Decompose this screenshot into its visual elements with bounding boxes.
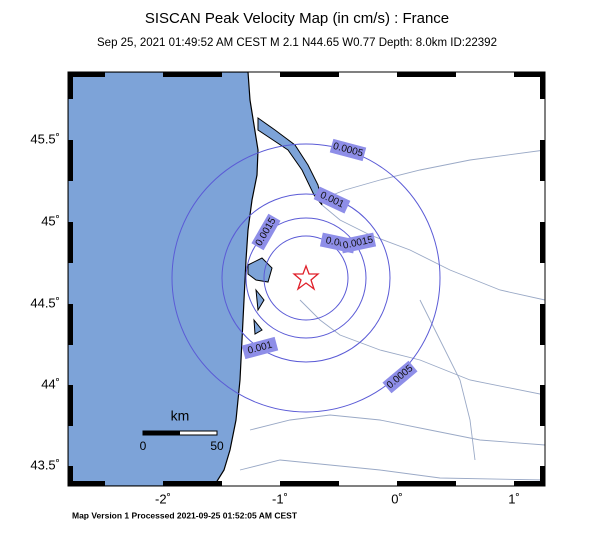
frame-band xyxy=(397,72,456,77)
contour-label-box xyxy=(339,232,377,254)
epicenter-star xyxy=(292,264,320,291)
map-title: SISCAN Peak Velocity Map (in cm/s) : Fra… xyxy=(145,10,449,27)
frame-band xyxy=(514,72,545,77)
x-tick-label: 0˚ xyxy=(391,491,403,506)
frame-band xyxy=(68,385,73,426)
frame-band xyxy=(163,481,222,486)
scale-unit: km xyxy=(171,408,190,424)
frame-band xyxy=(68,481,105,486)
contour-label-box xyxy=(251,213,281,251)
contour-label-box xyxy=(329,138,367,162)
frame-band xyxy=(540,222,545,263)
frame-band xyxy=(280,481,339,486)
frame-band xyxy=(68,72,105,77)
frame-band xyxy=(397,481,456,486)
x-tick-label: 1˚ xyxy=(508,491,520,506)
frame-band xyxy=(540,72,545,99)
x-tick-label: -1˚ xyxy=(272,491,288,506)
scale-label: 50 xyxy=(210,439,224,453)
footer: Map Version 1 Processed 2021-09-25 01:52… xyxy=(72,510,298,520)
frame-band xyxy=(68,140,73,181)
frame-ticks xyxy=(68,72,545,486)
frame-band xyxy=(540,304,545,345)
scale-bar: km 0 50 xyxy=(140,408,224,453)
contours xyxy=(171,143,441,413)
rivers xyxy=(239,149,545,481)
frame-band xyxy=(68,72,73,99)
y-tick-label: 43.5˚ xyxy=(30,457,60,472)
contour-label: 0.001 xyxy=(241,336,279,360)
frame-band xyxy=(540,466,545,486)
contour-label-box xyxy=(241,336,279,360)
ocean xyxy=(68,72,259,486)
frame-band xyxy=(540,385,545,426)
frame-band xyxy=(514,481,545,486)
scale-label: 0 xyxy=(140,439,147,453)
x-tick-label: -2˚ xyxy=(155,491,171,506)
frame-band xyxy=(68,466,73,486)
scale-bar-fill xyxy=(143,431,180,435)
frame-band xyxy=(163,72,222,77)
y-tick-label: 44˚ xyxy=(41,376,60,391)
contour-label-box xyxy=(382,360,418,394)
y-tick-label: 45.5˚ xyxy=(30,131,60,146)
contour-label-box xyxy=(313,186,351,214)
y-tick-label: 44.5˚ xyxy=(30,295,60,310)
lakes xyxy=(253,288,265,335)
frame-band xyxy=(540,140,545,181)
y-tick-label: 45˚ xyxy=(41,213,60,228)
contour-label: 0.0015 xyxy=(339,232,377,254)
map-subtitle: Sep 25, 2021 01:49:52 AM CEST M 2.1 N44.… xyxy=(97,37,497,49)
frame-band xyxy=(68,304,73,345)
frame-band xyxy=(68,222,73,263)
contour-label: 0.0005 xyxy=(329,138,367,162)
frame-band xyxy=(280,72,339,77)
